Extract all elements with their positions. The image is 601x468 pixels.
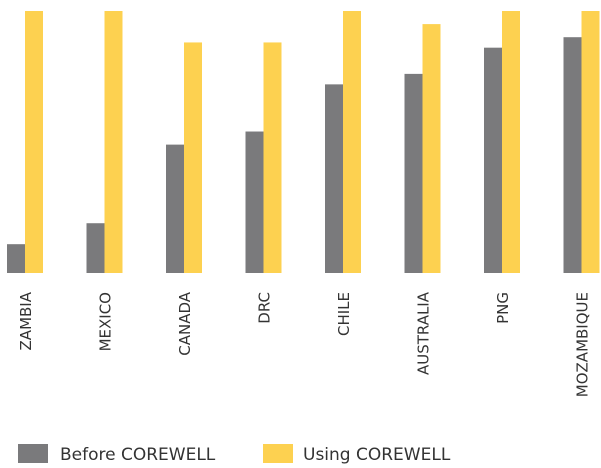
- bar-before-corewell-zambia: [7, 244, 25, 273]
- bar-before-corewell-png: [484, 47, 502, 274]
- bar-using-corewell-canada: [184, 42, 202, 273]
- bar-using-corewell-mexico: [104, 11, 123, 273]
- category-label-drc: DRC: [256, 292, 274, 324]
- legend-swatch-before-corewell: [18, 444, 48, 463]
- bar-using-corewell-png: [502, 11, 520, 273]
- bar-before-corewell-mexico: [86, 223, 105, 273]
- bar-before-corewell-australia: [404, 73, 423, 273]
- category-label-mozambique: MOZAMBIQUE: [574, 292, 592, 397]
- category-label-canada: CANADA: [176, 291, 194, 356]
- category-labels: ZAMBIA MEXICO CANADA DRC CHILE AUSTRALIA PNG MO…: [17, 291, 592, 397]
- bar-using-corewell-chile: [343, 11, 361, 273]
- bar-before-corewell-chile: [325, 84, 343, 273]
- category-label-mexico: MEXICO: [97, 292, 115, 351]
- category-label-australia: AUSTRALIA: [415, 291, 433, 375]
- bars-group: [7, 11, 600, 274]
- category-label-chile: CHILE: [335, 292, 353, 336]
- bar-using-corewell-drc: [263, 42, 282, 273]
- legend-label-using-corewell: Using COREWELL: [303, 445, 451, 465]
- bar-using-corewell-zambia: [25, 11, 43, 273]
- bar-before-corewell-mozambique: [563, 37, 582, 274]
- legend-swatch-using-corewell: [263, 444, 293, 463]
- legend-label-before-corewell: Before COREWELL: [60, 445, 216, 465]
- bar-using-corewell-mozambique: [581, 11, 600, 273]
- bar-before-corewell-canada: [166, 144, 184, 273]
- bar-using-corewell-australia: [422, 24, 441, 273]
- category-label-zambia: ZAMBIA: [17, 291, 35, 350]
- bar-before-corewell-drc: [245, 131, 264, 273]
- category-label-png: PNG: [494, 292, 512, 324]
- legend: Before COREWELL Using COREWELL: [18, 444, 451, 465]
